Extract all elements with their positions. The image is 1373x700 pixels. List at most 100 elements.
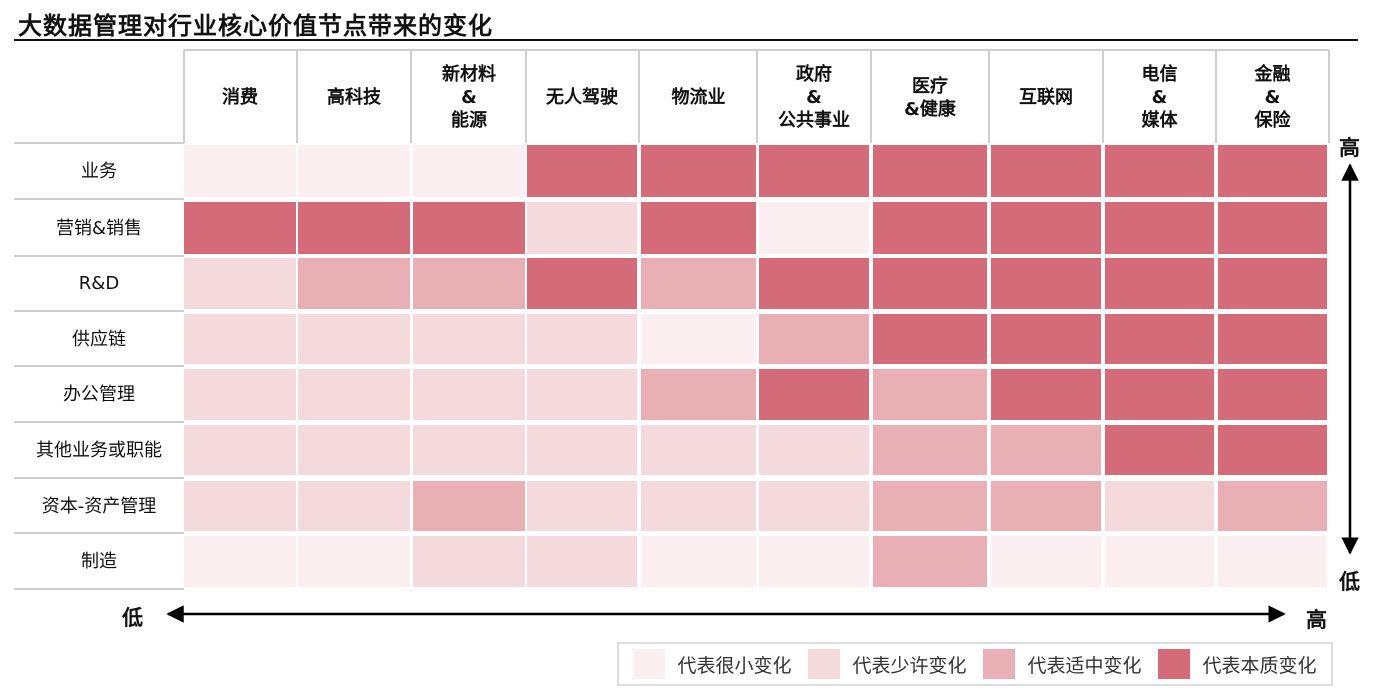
heatmap-cell — [759, 314, 869, 364]
legend-item-very-small: 代表很小变化 — [633, 649, 792, 679]
heatmap-cell — [1218, 314, 1327, 364]
row-header-label: 资本-资产管理 — [41, 495, 157, 517]
column-header: 消费 — [184, 52, 296, 143]
column-header-label: 政府 & 公共事业 — [778, 64, 850, 131]
heatmap-cell — [1105, 369, 1214, 420]
heatmap-cell — [991, 258, 1101, 309]
chart-title: 大数据管理对行业核心价值节点带来的变化 — [18, 12, 493, 40]
heatmap-cell — [991, 145, 1101, 197]
legend-swatch — [1158, 649, 1191, 679]
column-header-label: 金融 & 保险 — [1254, 64, 1291, 131]
heatmap-cell — [759, 481, 869, 531]
heatmap-cell — [413, 481, 525, 531]
column-header: 医疗 &健康 — [873, 52, 987, 143]
y-axis-low-label: 低 — [1339, 570, 1360, 594]
legend: 代表很小变化 代表少许变化 代表适中变化 代表本质变化 — [617, 642, 1333, 686]
heatmap-cell — [527, 314, 637, 364]
legend-swatch — [808, 649, 841, 679]
column-header-label: 消费 — [222, 87, 258, 108]
row-header: 其他业务或职能 — [14, 425, 184, 475]
heatmap-cell — [413, 369, 525, 420]
title-rule — [14, 39, 1358, 41]
heatmap-cell — [873, 202, 987, 254]
row-header: 业务 — [14, 145, 184, 197]
legend-label: 代表本质变化 — [1202, 654, 1317, 677]
heatmap-cell — [1218, 202, 1327, 254]
row-header: 制造 — [14, 536, 184, 587]
heatmap-cell — [641, 258, 756, 309]
heatmap-cell — [873, 536, 987, 587]
row-header-label: 供应链 — [72, 328, 126, 350]
heatmap-cell — [759, 202, 869, 254]
heatmap-cell — [1218, 481, 1327, 531]
column-header-label: 互联网 — [1019, 87, 1073, 108]
column-header-label: 新材料 & 能源 — [442, 64, 496, 131]
heatmap-cell — [184, 425, 296, 475]
row-header-label: 办公管理 — [63, 384, 135, 405]
column-header: 电信 & 媒体 — [1105, 52, 1214, 143]
legend-swatch — [983, 649, 1016, 679]
heatmap-cell — [413, 536, 525, 587]
legend-label: 代表少许变化 — [852, 654, 967, 677]
heatmap-cell — [873, 369, 987, 420]
column-header: 无人驾驶 — [527, 52, 637, 143]
heatmap-cell — [298, 145, 410, 197]
heatmap-cell — [1105, 145, 1214, 197]
row-header-label: 制造 — [81, 551, 117, 572]
heatmap-cell — [873, 481, 987, 531]
legend-item-moderate: 代表适中变化 — [983, 649, 1142, 679]
heatmap-cell — [1218, 145, 1327, 197]
column-header: 物流业 — [641, 52, 756, 143]
heatmap-cell — [1105, 425, 1214, 475]
heatmap-cell — [298, 202, 410, 254]
heatmap-cell — [759, 145, 869, 197]
row-header: 供应链 — [14, 314, 184, 364]
heatmap-cell — [991, 425, 1101, 475]
x-axis-low-label: 低 — [122, 606, 143, 630]
heatmap-cell — [1218, 536, 1327, 587]
heatmap-cell — [1218, 258, 1327, 309]
row-header: 营销&销售 — [14, 202, 184, 254]
heatmap-cell — [641, 536, 756, 587]
heatmap-cell — [1105, 202, 1214, 254]
row-header-label: 营销&销售 — [55, 217, 143, 239]
heatmap-cell — [1105, 481, 1214, 531]
heatmap-cell — [1218, 425, 1327, 475]
heatmap-cell — [413, 314, 525, 364]
heatmap-cell — [184, 369, 296, 420]
heatmap-cell — [641, 369, 756, 420]
heatmap-cell — [298, 314, 410, 364]
heatmap-cell — [991, 314, 1101, 364]
heatmap-chart — [14, 49, 1359, 623]
row-header-label: 业务 — [81, 160, 117, 182]
heatmap-cell — [641, 202, 756, 254]
legend-item-fundamental: 代表本质变化 — [1158, 649, 1317, 679]
heatmap-cell — [184, 314, 296, 364]
column-header: 政府 & 公共事业 — [759, 52, 869, 143]
heatmap-cell — [759, 369, 869, 420]
heatmap-cell — [413, 202, 525, 254]
heatmap-cell — [641, 481, 756, 531]
row-header: 资本-资产管理 — [14, 481, 184, 531]
heatmap-cell — [759, 536, 869, 587]
column-header-label: 无人驾驶 — [546, 87, 618, 108]
heatmap-cell — [184, 258, 296, 309]
x-axis-high-label: 高 — [1306, 608, 1327, 632]
heatmap-cell — [1218, 369, 1327, 420]
heatmap-cell — [184, 202, 296, 254]
column-header: 金融 & 保险 — [1218, 52, 1327, 143]
row-header-label: R&D — [78, 273, 120, 294]
column-header-label: 医疗 &健康 — [904, 75, 956, 120]
legend-swatch — [633, 649, 666, 679]
row-header-label: 其他业务或职能 — [36, 439, 162, 461]
heatmap-cell — [298, 425, 410, 475]
heatmap-cell — [759, 258, 869, 309]
heatmap-cell — [298, 536, 410, 587]
heatmap-cell — [641, 425, 756, 475]
heatmap-cell — [527, 369, 637, 420]
heatmap-cell — [1105, 258, 1214, 309]
heatmap-cell — [1105, 314, 1214, 364]
column-header-label: 物流业 — [671, 87, 726, 108]
column-header: 高科技 — [298, 52, 410, 143]
y-axis-high-label: 高 — [1339, 136, 1360, 160]
